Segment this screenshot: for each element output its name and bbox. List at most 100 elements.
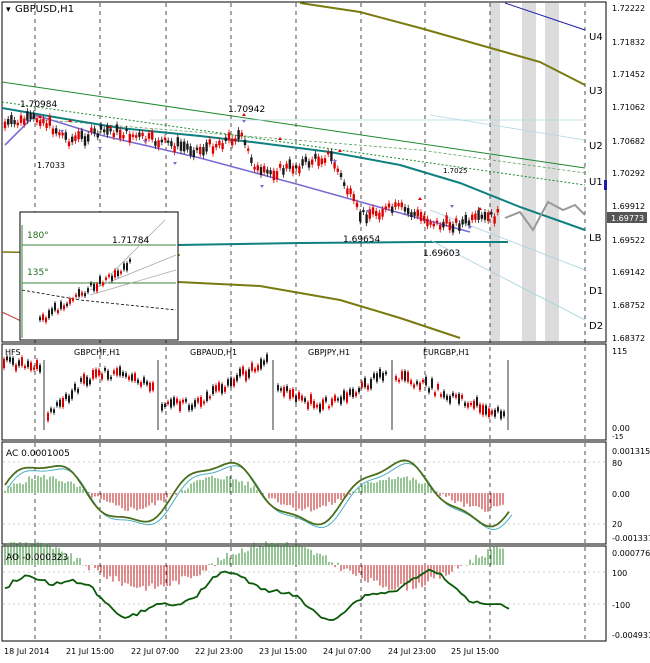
candle-body [215, 144, 218, 148]
ao-axis-bottom: -0.004931 [612, 631, 650, 640]
hfs-candle-body [179, 401, 181, 412]
inset-fan [89, 269, 177, 296]
inset-candle-body [45, 317, 47, 323]
main-lines [1, 2, 586, 339]
hfs-panel [1, 343, 607, 441]
price-tick: 1.72222 [612, 4, 645, 13]
price-axis: 1.72222 1.71832 1.71452 1.71062 1.70682 … [604, 4, 647, 343]
hfs-candle-body [230, 377, 232, 387]
hfs-candle-body [376, 373, 378, 382]
candle-body [176, 137, 179, 147]
candle-body [67, 141, 71, 147]
dropdown-icon[interactable]: ▾ [6, 5, 11, 15]
candle-body [189, 146, 192, 156]
hfs-candle-body [331, 398, 333, 406]
hfs-candle-body [18, 360, 20, 366]
candle-body [61, 132, 64, 136]
hfs-candle-body [385, 371, 387, 375]
fractal-arrow [38, 115, 42, 118]
candle-body [410, 212, 413, 217]
candle-body [48, 116, 51, 126]
hfs-candle-body [425, 376, 427, 386]
time-axis: 18 Jul 2014 21 Jul 15:00 22 Jul 07:00 22… [4, 647, 499, 656]
hfs-candle-body [125, 373, 127, 377]
candle-body [55, 128, 58, 134]
hfs-candle-body [416, 381, 418, 385]
inset-content [21, 219, 177, 338]
candle-body [464, 214, 467, 224]
hfs-candle-body [488, 408, 490, 418]
inset-candle-body [75, 294, 77, 297]
candle-body [368, 209, 371, 219]
hfs-candle-body [340, 396, 342, 405]
fractal-arrow [242, 113, 246, 116]
hfs-candle-body [313, 400, 315, 408]
candle-body [291, 165, 295, 174]
candle-body [375, 210, 378, 216]
hfs-candle-body [458, 393, 460, 404]
candle-body [64, 132, 67, 140]
hfs-candle-body [131, 374, 133, 381]
candle-body [157, 140, 160, 148]
price-tick: 1.70292 [612, 169, 645, 178]
candle-body [170, 141, 173, 147]
candle-body [29, 113, 32, 119]
candle-body [243, 139, 247, 146]
fractal-arrow [333, 160, 337, 163]
hfs-candle-body [379, 368, 381, 378]
fractal-arrow [468, 226, 472, 229]
candle-body [419, 212, 423, 221]
hfs-candle-body [373, 373, 375, 379]
candle-body [167, 140, 170, 143]
candle-body [493, 216, 496, 224]
hfs-candle-body [346, 392, 348, 403]
hfs-candle-body [218, 382, 220, 391]
hfs-candle-body [92, 370, 94, 379]
candle-body [282, 168, 285, 175]
hfs-candle-body [352, 388, 354, 397]
hfs-candle-body [410, 380, 412, 385]
candle-body [426, 218, 429, 227]
annotation-low-left: 1.7033 [37, 161, 65, 170]
inset-candle-body [39, 316, 41, 321]
annotation-right-mark: 1.7025 [443, 167, 468, 175]
candle-body [208, 139, 211, 145]
inset-candle-body [120, 271, 122, 274]
hfs-candle-body [146, 381, 148, 385]
candle-body [74, 135, 77, 141]
fractal-arrow [108, 125, 112, 128]
pair-label-4: EURGBP,H1 [423, 348, 470, 357]
hfs-candle-body [200, 396, 202, 407]
teal-ma [1, 107, 586, 231]
candle-body [45, 123, 48, 128]
hfs-candle-body [395, 376, 397, 381]
inset-fan [89, 254, 177, 291]
hfs-candle-body [443, 391, 445, 398]
green-channel-upper [1, 81, 586, 169]
candle-body [432, 223, 435, 227]
hfs-candle-body [251, 362, 253, 371]
time-tick: 24 Jul 23:00 [388, 647, 436, 656]
hfs-candle-body [398, 379, 400, 382]
candle-body [371, 207, 375, 215]
candle-body [480, 214, 483, 219]
hfs-candle-body [491, 410, 493, 415]
inset-candle-body [90, 282, 92, 286]
hfs-candle-body [349, 389, 351, 396]
candle-body [330, 151, 333, 162]
hfs-candle-body [140, 382, 142, 387]
pair-label-3: GBPJPY,H1 [308, 348, 350, 357]
hfs-candle-body [137, 379, 139, 384]
candle-body [141, 132, 144, 137]
hfs-candle-body [224, 386, 226, 392]
candle-body [131, 134, 135, 137]
ac-main-line [4, 459, 510, 528]
hfs-candle-body [39, 365, 41, 373]
hfs-candle-body [310, 394, 312, 404]
candle-body [218, 140, 221, 146]
hfs-candle-body [227, 379, 229, 386]
ao-label: AO -0.000323 [6, 553, 68, 563]
hfs-candle-body [316, 404, 318, 408]
